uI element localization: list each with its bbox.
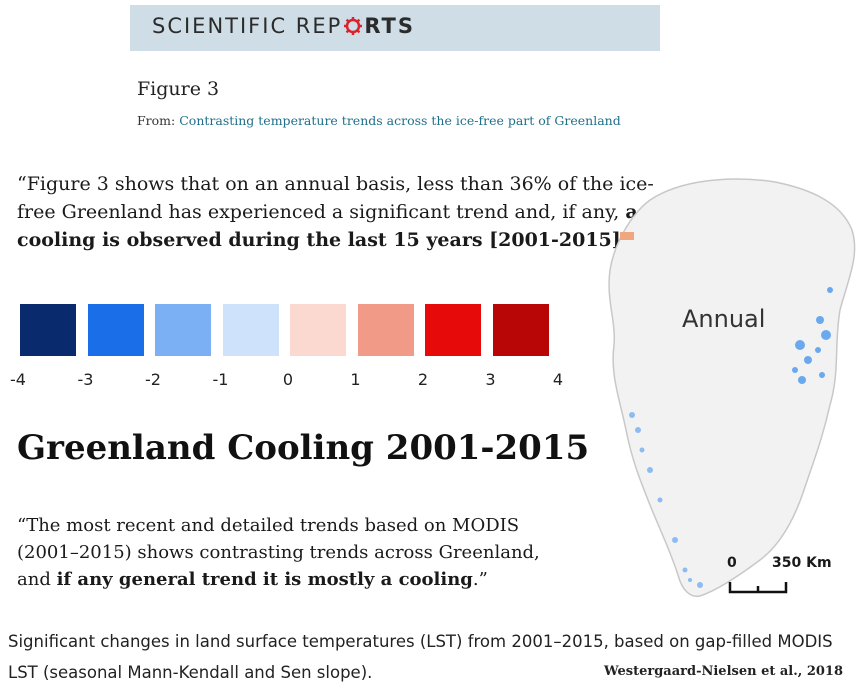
gear-icon	[344, 17, 363, 35]
journal-name-part2: RTS	[364, 14, 416, 38]
legend-tick-label: 0	[282, 370, 294, 389]
source-article-link[interactable]: Contrasting temperature trends across th…	[179, 113, 621, 128]
citation-credit: Westergaard-Nielsen et al., 2018	[603, 664, 843, 679]
cooling-pixels-west	[629, 412, 703, 588]
legend-swatch	[155, 304, 211, 356]
legend-swatch	[492, 304, 549, 356]
legend-tick-label: 4	[552, 370, 564, 389]
figure-source: From: Contrasting temperature trends acr…	[137, 113, 621, 128]
map-period-label: Annual	[682, 305, 766, 333]
from-prefix: From:	[137, 113, 176, 128]
quote-modis-trend: “The most recent and detailed trends bas…	[17, 512, 577, 593]
legend-tick-label: -3	[77, 370, 94, 389]
quote2-emphasis: if any general trend it is mostly a cool…	[56, 569, 473, 590]
legend-swatch	[87, 304, 144, 356]
scale-bar	[728, 582, 788, 594]
legend-tick-label: 1	[350, 370, 361, 389]
figure-title: Figure 3	[137, 78, 220, 100]
scale-distance-label: 350 Km	[772, 555, 832, 571]
headline: Greenland Cooling 2001-2015	[17, 428, 590, 468]
journal-banner: SCIENTIFIC REP RTS	[130, 5, 660, 51]
cooling-pixels-east	[792, 287, 833, 384]
legend-tick-label: -2	[145, 370, 161, 389]
legend-swatch	[290, 304, 346, 356]
greenland-landmass	[608, 178, 856, 598]
scale-zero-label: 0	[727, 555, 737, 571]
legend-tick-label: -1	[212, 370, 229, 389]
legend-tick-label: 2	[417, 370, 429, 389]
quote2-end: .”	[472, 569, 488, 590]
quote1-text: “Figure 3 shows that on an annual basis,…	[17, 173, 654, 223]
legend-swatch	[357, 304, 414, 356]
journal-name-part1: SCIENTIFIC REP	[152, 14, 343, 38]
legend-swatch	[20, 304, 76, 356]
legend-swatch	[222, 304, 279, 356]
quote-annual-trend: “Figure 3 shows that on an annual basis,…	[17, 170, 657, 254]
figure-caption: Significant changes in land surface temp…	[8, 632, 833, 682]
journal-logo: SCIENTIFIC REP RTS	[152, 14, 415, 38]
warming-patch	[620, 232, 634, 240]
greenland-map	[608, 178, 856, 598]
legend-tick-label: -4	[10, 370, 26, 389]
quote2-text: “The most recent and detailed trends bas…	[17, 515, 540, 590]
legend-swatch	[425, 304, 481, 356]
legend-tick-label: 3	[485, 370, 496, 389]
